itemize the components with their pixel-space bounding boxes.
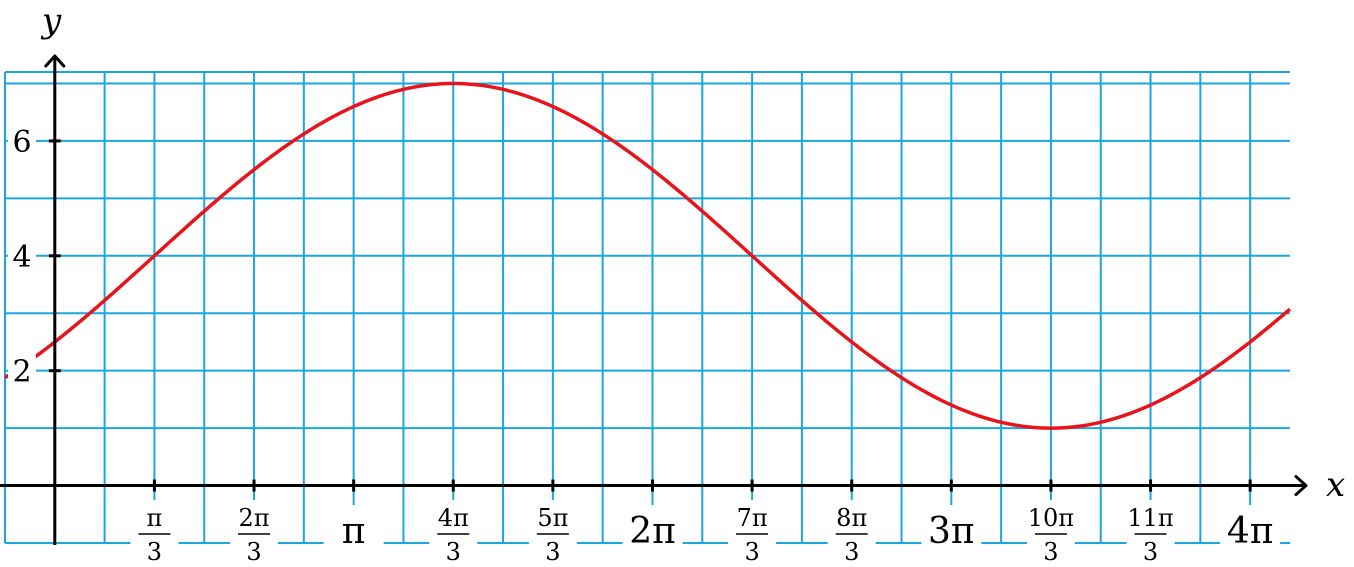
y-tick-label-bg bbox=[8, 239, 36, 272]
grid bbox=[4, 71, 1290, 544]
x-tick-label-numerator: 5π bbox=[537, 504, 568, 532]
x-tick-label-denominator: 3 bbox=[1043, 538, 1058, 566]
x-tick-label-bg bbox=[1026, 500, 1075, 564]
x-tick-label-numerator: 7π bbox=[737, 504, 768, 532]
x-tick-label-bg bbox=[323, 505, 384, 553]
x-tick-label: 2π bbox=[629, 511, 676, 552]
curve-layer bbox=[4, 81, 1292, 430]
x-tick-label-bg bbox=[827, 500, 876, 564]
y-tick-label-bg bbox=[8, 124, 36, 157]
x-tick-label-bg bbox=[429, 500, 478, 564]
x-tick-label-numerator: 2π bbox=[239, 504, 270, 532]
x-tick-label-bg bbox=[622, 505, 683, 553]
x-tick-label-denominator: 3 bbox=[545, 538, 560, 566]
x-tick-label-numerator: π bbox=[147, 504, 163, 532]
y-tick-label: 4 bbox=[12, 240, 31, 275]
x-tick-label-bg bbox=[130, 500, 179, 564]
x-tick-label-denominator: 3 bbox=[147, 538, 162, 566]
x-tick-label-numerator: 10π bbox=[1028, 504, 1074, 532]
x-tick-label-bg bbox=[1126, 500, 1175, 564]
y-tick-label: 2 bbox=[12, 355, 31, 390]
x-tick-label-bg bbox=[528, 500, 577, 564]
x-tick-label-numerator: 11π bbox=[1127, 504, 1173, 532]
y-axis-arrow bbox=[44, 54, 66, 68]
y-tick-label-bg bbox=[8, 354, 36, 387]
x-tick-label-denominator: 3 bbox=[1143, 538, 1158, 566]
x-tick-label-numerator: 4π bbox=[438, 504, 469, 532]
x-tick-label: 4π bbox=[1227, 511, 1274, 552]
x-axis-arrow bbox=[1294, 475, 1308, 497]
x-tick-label-bg bbox=[230, 500, 279, 564]
x-tick-label: π bbox=[342, 511, 366, 552]
y-axis-label: y bbox=[40, 1, 62, 41]
x-tick-label-numerator: 8π bbox=[836, 504, 867, 532]
x-tick-label-bg bbox=[728, 500, 777, 564]
x-tick-label-denominator: 3 bbox=[744, 538, 759, 566]
ticks bbox=[48, 139, 1252, 492]
y-tick-label: 6 bbox=[12, 125, 31, 160]
x-tick-label-denominator: 3 bbox=[446, 538, 461, 566]
x-tick-label-bg bbox=[921, 505, 982, 553]
series-line bbox=[4, 81, 1292, 430]
x-tick-label: 3π bbox=[928, 511, 975, 552]
x-axis-label: x bbox=[1326, 465, 1345, 505]
x-tick-label-denominator: 3 bbox=[246, 538, 261, 566]
x-tick-label-denominator: 3 bbox=[844, 538, 859, 566]
x-tick-label-bg bbox=[1220, 505, 1281, 553]
